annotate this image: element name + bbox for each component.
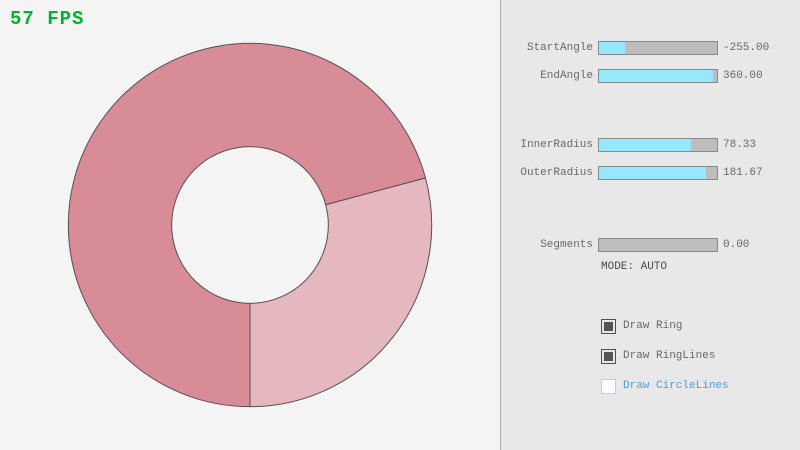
startangle-value: -255.00 bbox=[723, 42, 770, 54]
innerradius-value: 78.33 bbox=[723, 139, 757, 151]
startangle-row: StartAngle -255.00 bbox=[501, 41, 800, 55]
innerradius-row: InnerRadius 78.33 bbox=[501, 138, 800, 152]
draw-ring-checkbox[interactable] bbox=[601, 318, 616, 334]
fps-counter: 57 FPS bbox=[10, 8, 85, 30]
innerradius-slider-fill bbox=[599, 139, 692, 151]
endangle-label: EndAngle bbox=[540, 70, 593, 82]
startangle-label: StartAngle bbox=[526, 42, 593, 54]
innerradius-label: InnerRadius bbox=[520, 139, 593, 151]
ring-sector-dark bbox=[67, 42, 427, 408]
control-panel: StartAngle -255.00 EndAngle 360.00 Inner… bbox=[500, 0, 800, 450]
outerradius-row: OuterRadius 181.67 bbox=[501, 166, 800, 180]
endangle-value: 360.00 bbox=[723, 70, 763, 82]
endangle-slider-fill bbox=[599, 70, 714, 82]
draw-ringlines-row: Draw RingLines bbox=[601, 348, 715, 364]
outerradius-label: OuterRadius bbox=[520, 167, 593, 179]
outerradius-value: 181.67 bbox=[723, 167, 763, 179]
endangle-row: EndAngle 360.00 bbox=[501, 69, 800, 83]
endangle-slider[interactable] bbox=[598, 69, 718, 83]
draw-ring-row: Draw Ring bbox=[601, 318, 682, 334]
ring-canvas bbox=[67, 42, 433, 408]
startangle-slider[interactable] bbox=[598, 41, 718, 55]
ring-sector-light bbox=[249, 177, 433, 408]
innerradius-slider[interactable] bbox=[598, 138, 718, 152]
draw-circlelines-row: Draw CircleLines bbox=[601, 378, 729, 394]
outerradius-slider-fill bbox=[599, 167, 707, 179]
draw-ringlines-checkbox[interactable] bbox=[601, 348, 616, 364]
draw-ring-label: Draw Ring bbox=[623, 320, 683, 332]
checkbox-check-icon bbox=[604, 351, 613, 361]
segments-value: 0.00 bbox=[723, 239, 750, 251]
draw-circlelines-checkbox[interactable] bbox=[601, 378, 616, 394]
draw-ringlines-label: Draw RingLines bbox=[623, 350, 716, 362]
draw-circlelines-label: Draw CircleLines bbox=[623, 380, 729, 392]
checkbox-check-icon bbox=[604, 321, 613, 331]
outerradius-slider[interactable] bbox=[598, 166, 718, 180]
segments-slider[interactable] bbox=[598, 238, 718, 252]
segments-label: Segments bbox=[540, 239, 593, 251]
mode-indicator: MODE: AUTO bbox=[601, 261, 668, 273]
startangle-slider-fill bbox=[599, 42, 625, 54]
segments-row: Segments 0.00 bbox=[501, 238, 800, 252]
